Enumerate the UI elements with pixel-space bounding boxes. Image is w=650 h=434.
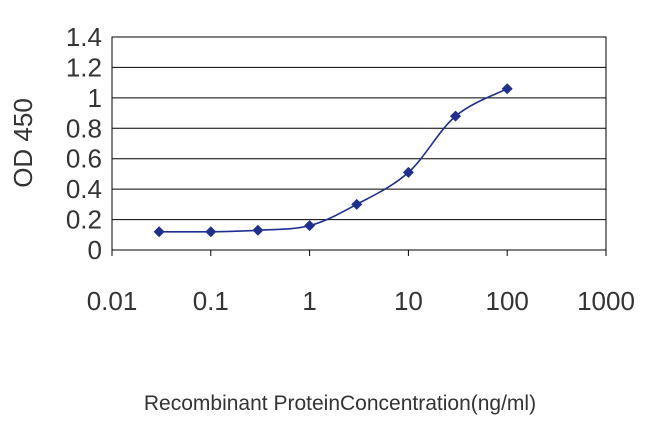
data-point — [205, 226, 217, 238]
data-point — [153, 226, 165, 238]
x-tick-label: 100 — [486, 286, 529, 316]
plot-area — [111, 36, 607, 251]
data-point — [304, 220, 316, 232]
y-tick-label: 0.8 — [66, 113, 102, 143]
x-axis-title: Recombinant ProteinConcentration(ng/ml) — [144, 392, 536, 415]
y-tick-label: 0.4 — [66, 174, 102, 204]
series-line — [159, 88, 508, 233]
data-points — [153, 83, 513, 238]
data-point — [402, 166, 414, 178]
y-tick-label: 1 — [88, 83, 102, 113]
x-tick-label: 0.1 — [193, 286, 229, 316]
x-tick-label: 1000 — [577, 286, 635, 316]
grid-lines — [112, 36, 606, 251]
y-tick-label: 0.2 — [66, 205, 102, 235]
y-tick-label: 0 — [88, 235, 102, 265]
x-axis: 0.01 0.1 1 10 100 1000 — [87, 250, 635, 316]
y-tick-label: 1.2 — [66, 52, 102, 82]
y-axis: 00.20.40.60.811.21.4 — [66, 22, 102, 265]
data-point — [252, 224, 264, 236]
data-point — [450, 110, 462, 122]
y-tick-label: 0.6 — [66, 144, 102, 174]
x-tick-label: 10 — [394, 286, 423, 316]
x-tick-label: 1 — [302, 286, 316, 316]
data-point — [501, 83, 513, 95]
y-tick-label: 1.4 — [66, 22, 102, 52]
data-point — [351, 198, 363, 210]
x-tick-label: 0.01 — [87, 286, 138, 316]
y-axis-title: OD 450 — [8, 98, 38, 188]
